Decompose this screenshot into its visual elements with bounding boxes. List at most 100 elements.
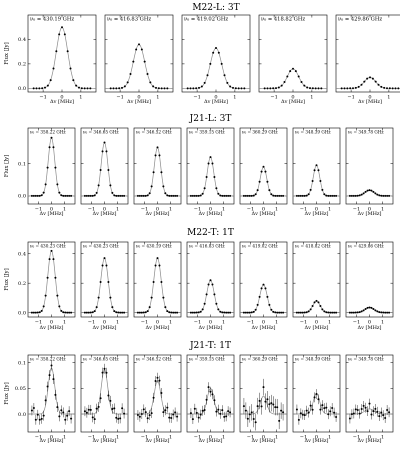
data-point (269, 87, 272, 90)
data-point (176, 311, 179, 314)
data-point (348, 311, 351, 314)
x-tick-label: 0 (50, 320, 53, 326)
data-point (197, 194, 200, 197)
x-tick-label: 1 (116, 207, 119, 213)
y-axis-label: Flux [Jy] (4, 42, 10, 64)
data-point (309, 188, 312, 191)
frequency-label: ν₀ = 416.83 GHz (189, 244, 225, 249)
data-point (349, 87, 352, 90)
data-point (260, 170, 263, 173)
data-point (366, 410, 369, 413)
data-point (258, 180, 261, 183)
frequency-label: ν₀ = 429.86 GHz (348, 244, 384, 249)
model-line (81, 141, 128, 197)
data-point (225, 415, 228, 418)
x-tick-label: 1 (328, 435, 331, 441)
data-point (70, 194, 73, 197)
data-point (295, 311, 298, 314)
data-point (152, 280, 155, 283)
spectrum-panel: −1 0 1 ν₀ = 346.65 GHz Δv [MHz] (80, 354, 129, 444)
data-point (75, 84, 78, 87)
data-point (384, 311, 387, 314)
data-point (366, 189, 369, 192)
data-point (378, 415, 381, 418)
data-point (278, 419, 281, 422)
frequency-label: ν₀ = 349.78 GHz (348, 357, 384, 362)
data-point (83, 194, 86, 197)
data-point (34, 194, 37, 197)
data-point (155, 86, 157, 89)
x-tick-label: −1 (88, 207, 95, 213)
data-point (101, 371, 104, 374)
x-tick-label: 0 (103, 435, 106, 441)
data-point (346, 87, 349, 90)
data-point (307, 193, 310, 196)
x-tick-label: 1 (275, 207, 278, 213)
data-point (89, 408, 92, 411)
x-tick-label: 1 (275, 435, 278, 441)
x-tick-label: 1 (169, 320, 172, 326)
model-line (105, 43, 173, 89)
data-point (380, 411, 383, 414)
data-point (205, 398, 208, 401)
data-point (162, 411, 165, 414)
x-tick-label: 0 (103, 207, 106, 213)
data-point (89, 87, 92, 90)
data-point (56, 294, 59, 297)
data-point (297, 194, 300, 197)
data-point (174, 311, 177, 314)
data-point (211, 283, 214, 286)
data-point (317, 169, 320, 172)
x-tick-label: −1 (141, 320, 148, 326)
frequency-label: ν₀ = 430.19 GHz (136, 244, 172, 249)
data-point (192, 87, 195, 90)
data-point (388, 311, 391, 314)
frequency-label: ν₀ = 348.39 GHz (295, 357, 331, 362)
data-point (321, 404, 324, 407)
x-axis-label: Δv [MHz] (39, 438, 63, 444)
data-point (305, 409, 308, 412)
x-tick-label: −1 (270, 95, 277, 101)
data-point (274, 311, 277, 314)
data-point (119, 417, 122, 420)
data-point (176, 194, 179, 197)
data-point (118, 87, 121, 90)
data-point (58, 305, 61, 308)
block-title: M22-T: 1T (187, 228, 234, 238)
model-line (28, 26, 96, 89)
frequency-label: ν₀ = 359.15 GHz (189, 357, 225, 362)
data-point (394, 87, 397, 90)
data-point (99, 280, 102, 283)
x-tick-label: 0 (262, 320, 265, 326)
data-point (83, 311, 86, 314)
block-title: J21-L: 3T (189, 114, 232, 124)
data-point (329, 410, 332, 413)
data-point (356, 311, 359, 314)
data-point (370, 306, 373, 309)
data-point (300, 80, 303, 83)
data-point (242, 311, 245, 314)
data-point (331, 194, 334, 197)
data-point (195, 311, 198, 314)
data-point (313, 396, 316, 399)
x-axis-label: Δv [MHz] (251, 325, 275, 331)
data-point (58, 191, 61, 194)
panel-frame (133, 354, 182, 433)
x-tick-label: 1 (310, 95, 313, 101)
data-point (315, 164, 318, 167)
data-point (103, 367, 106, 370)
model-line (187, 279, 234, 313)
data-point (158, 379, 161, 382)
data-point (384, 417, 387, 420)
data-point (46, 84, 49, 87)
data-point (343, 87, 346, 90)
data-point (168, 311, 171, 314)
data-point (109, 184, 112, 187)
data-point (248, 413, 251, 416)
x-tick-label: 1 (169, 435, 172, 441)
spectrum-panel: −1 0 1 ν₀ = 429.86 GHz Δv [MHz] (345, 241, 394, 331)
data-point (248, 194, 251, 197)
data-point (160, 280, 163, 283)
x-axis-label: Δv [MHz] (304, 438, 328, 444)
data-point (303, 194, 306, 197)
